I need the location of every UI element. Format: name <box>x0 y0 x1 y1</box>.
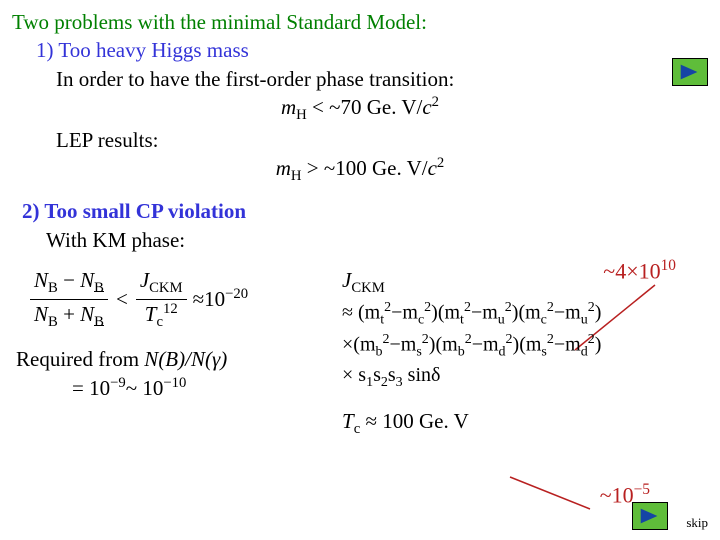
annotation-1e-5: ~10−5 <box>600 480 650 510</box>
title-green: Two problems with the minimal Standard M… <box>12 10 427 34</box>
p2-label: 2) Too small CP violation <box>22 199 246 223</box>
formula-left: NB − NB NB + NB < JCKM Tc12 ≈10−20 Requi… <box>12 266 342 402</box>
jckm-expansion-2: ×(mb2−ms2)(mb2−md2)(ms2−md2) <box>342 331 692 363</box>
bottom-row: NB − NB NB + NB < JCKM Tc12 ≈10−20 Requi… <box>12 266 708 440</box>
jckm-expansion-3: × s1s2s3 sinδ <box>342 362 692 393</box>
p1-lep: LEP results: <box>56 126 708 154</box>
approx-1e-20: ≈10−20 <box>193 285 249 313</box>
p2-with: With KM phase: <box>46 226 708 254</box>
formula-right: JCKM ≈ (mt2−mc2)(mt2−mu2)(mc2−mu2) ×(mb2… <box>342 266 692 440</box>
skip-label: skip <box>686 514 708 532</box>
nav-next-top[interactable] <box>672 58 708 86</box>
p1-mh-gt: mH > ~100 Ge. V/c2 <box>12 154 708 187</box>
required-line: Required from N(B)/N(γ) <box>16 345 342 373</box>
p1-line1: In order to have the first-order phase t… <box>56 65 708 93</box>
jckm-expansion-1: ≈ (mt2−mc2)(mt2−mu2)(mc2−mu2) <box>342 299 692 331</box>
p1-mh-lt: mH < ~70 Ge. V/c2 <box>12 93 708 126</box>
p2-block: 2) Too small CP violation With KM phase: <box>22 197 708 254</box>
required-value: = 10−9~ 10−10 <box>72 374 342 402</box>
jckm-over-tc12: JCKM Tc12 <box>136 266 187 333</box>
tc-value: Tc ≈ 100 Ge. V <box>342 407 692 440</box>
title: Two problems with the minimal Standard M… <box>12 8 708 36</box>
p1-label: 1) Too heavy Higgs mass <box>36 36 708 64</box>
asymmetry-fraction: NB − NB NB + NB <box>30 266 108 333</box>
